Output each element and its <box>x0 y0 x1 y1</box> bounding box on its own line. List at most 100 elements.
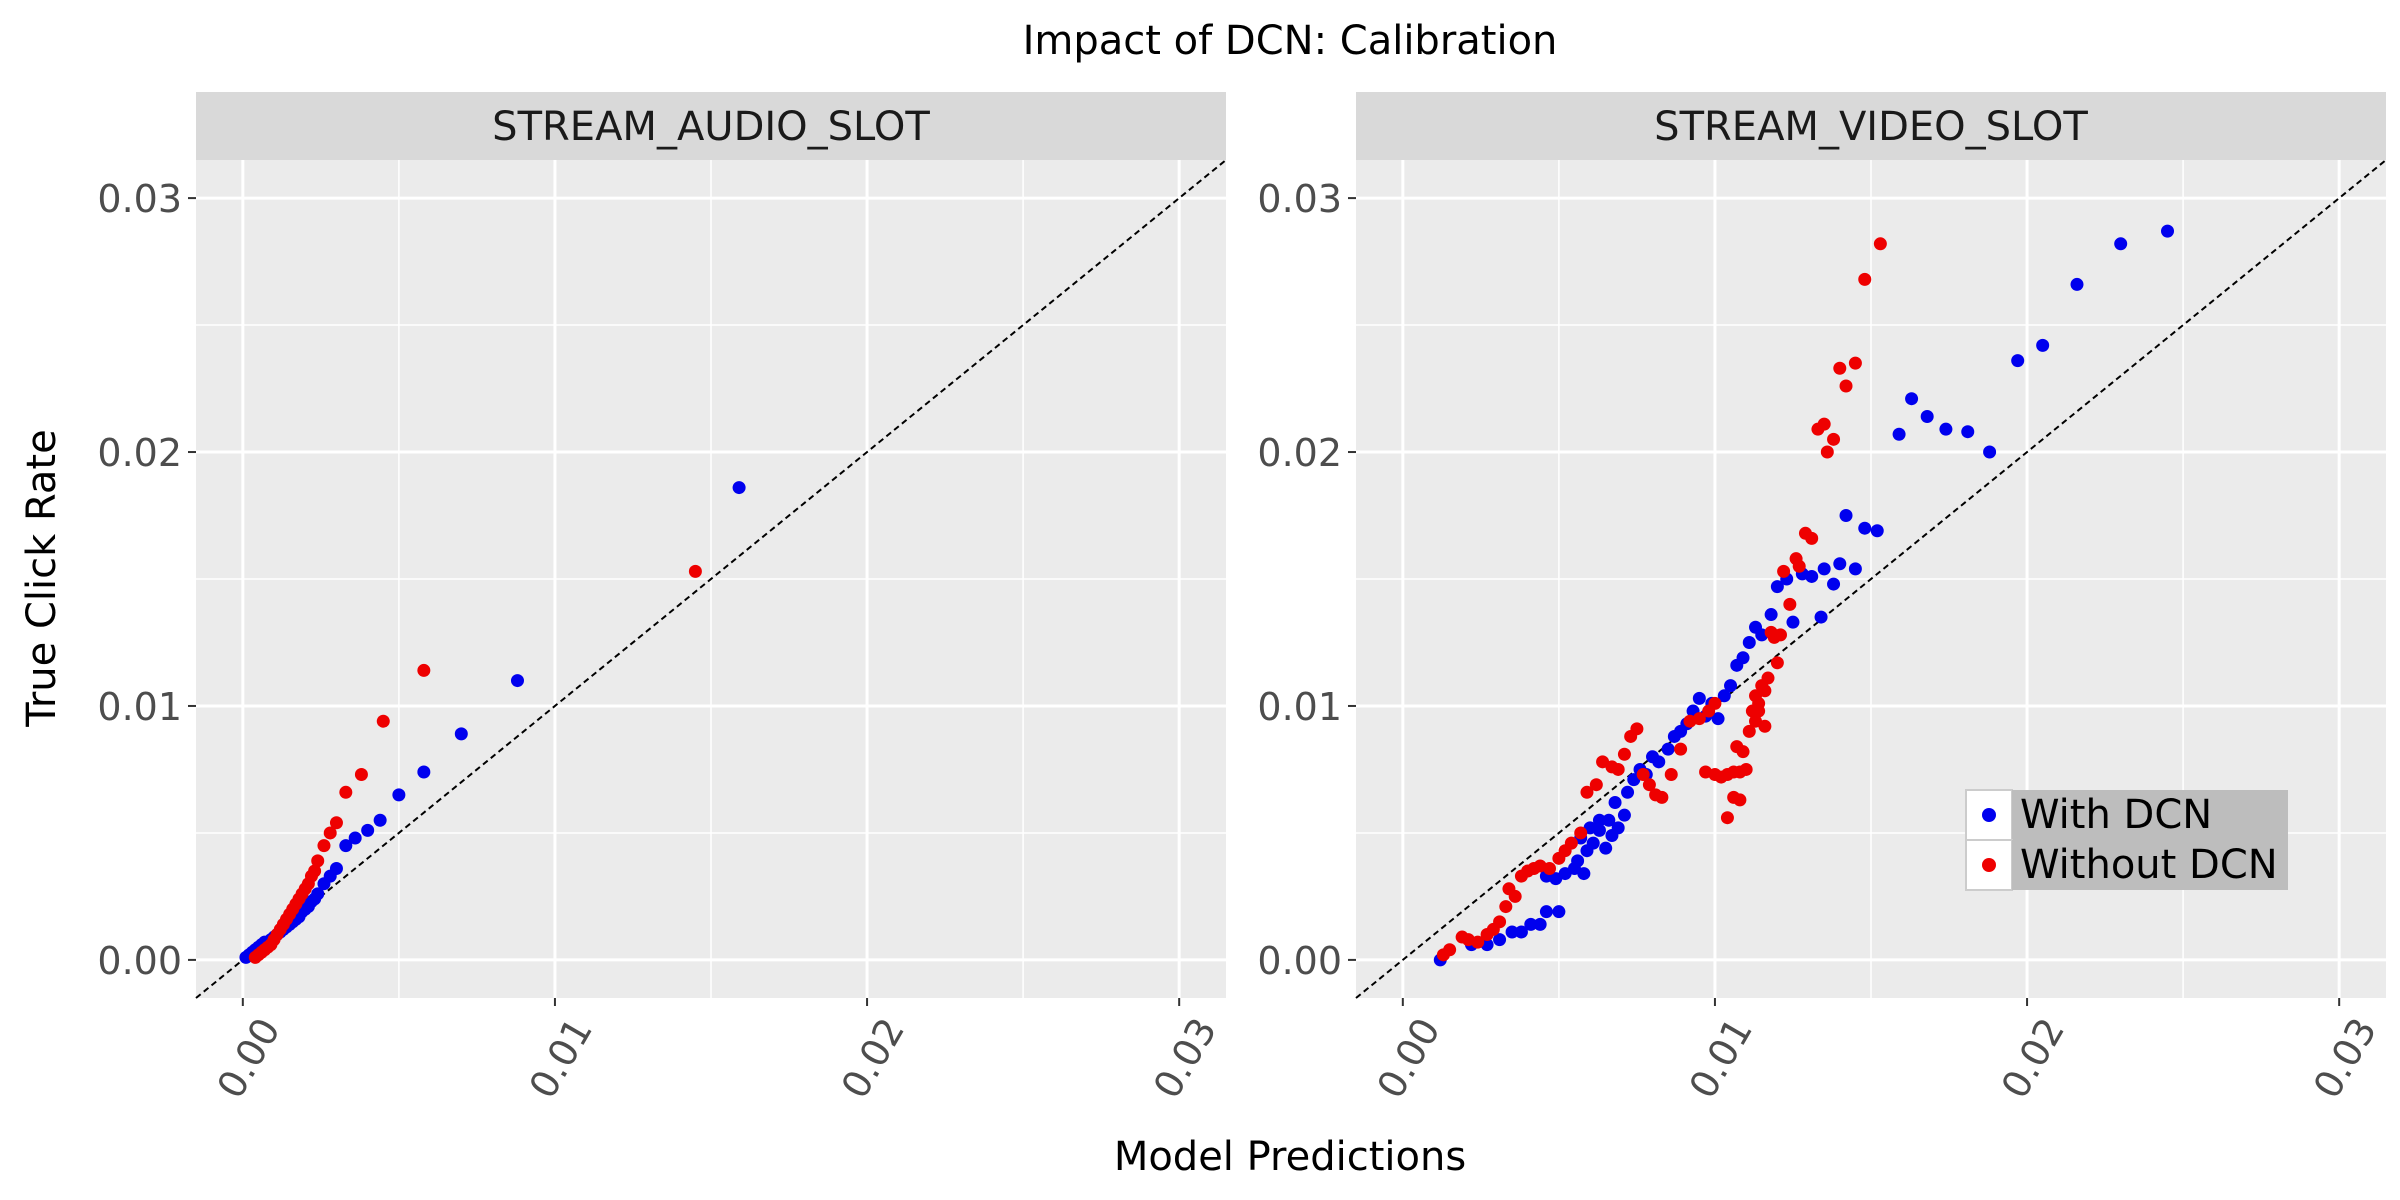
data-point <box>1786 615 1800 629</box>
data-point <box>1792 559 1806 573</box>
data-point <box>373 813 387 827</box>
data-point <box>1827 577 1841 591</box>
facet-strip-label: STREAM_AUDIO_SLOT <box>492 104 930 150</box>
y-tick-label: 0.03 <box>97 177 182 221</box>
data-point <box>329 816 343 830</box>
series-with-dcn <box>1433 224 2175 967</box>
x-tick-label: 0.02 <box>833 1011 913 1106</box>
data-point <box>317 839 331 853</box>
data-point <box>354 768 368 782</box>
data-point <box>1742 724 1756 738</box>
y-tick-label: 0.00 <box>1257 939 1342 983</box>
data-point <box>1777 564 1791 578</box>
y-tick-label: 0.01 <box>97 685 182 729</box>
data-point <box>1652 755 1666 769</box>
data-point <box>1552 905 1566 919</box>
data-point <box>1589 778 1603 792</box>
data-point <box>417 765 431 779</box>
data-point <box>1499 900 1513 914</box>
facet-strip <box>1356 92 2386 160</box>
facet-strip <box>196 92 1226 160</box>
data-point <box>1443 943 1457 957</box>
data-point <box>1739 762 1753 776</box>
data-point <box>1661 742 1675 756</box>
data-point <box>323 826 337 840</box>
x-tick-label: 0.03 <box>1145 1011 1225 1106</box>
data-point <box>1761 671 1775 685</box>
facet-panels: STREAM_AUDIO_SLOT 0.00 0.01 0.02 0.03 0.00 0.0… <box>97 92 2387 1106</box>
reference-line-y-equals-x <box>195 159 1227 999</box>
data-point <box>1611 762 1625 776</box>
data-point <box>1602 813 1616 827</box>
legend-label: Without DCN <box>2020 842 2278 888</box>
facet-panel-audio: STREAM_AUDIO_SLOT 0.00 0.01 0.02 0.03 0.00 0.0… <box>97 92 1227 1106</box>
legend-label-bg <box>2012 840 2288 890</box>
data-point <box>1870 524 1884 538</box>
legend-key-without-dcn <box>1982 858 1996 872</box>
data-point <box>1708 696 1722 710</box>
data-point <box>1617 808 1631 822</box>
data-point <box>2161 224 2175 238</box>
y-tick-label: 0.01 <box>1257 685 1342 729</box>
data-point <box>1621 785 1635 799</box>
reference-line-y-equals-x <box>1355 159 2387 999</box>
data-point <box>1524 917 1538 931</box>
data-point <box>1724 679 1738 693</box>
data-point <box>1892 427 1906 441</box>
y-tick-label: 0.02 <box>97 431 182 475</box>
data-point <box>1599 841 1613 855</box>
data-point <box>1983 445 1997 459</box>
legend-label-bg <box>2012 790 2288 840</box>
data-point <box>1770 580 1784 594</box>
data-point <box>1592 813 1606 827</box>
y-tick-label: 0.03 <box>1257 177 1342 221</box>
data-point <box>1539 905 1553 919</box>
data-point <box>1733 793 1747 807</box>
x-tick-label: 0.01 <box>1681 1011 1761 1106</box>
data-point <box>1508 889 1522 903</box>
data-point <box>1961 425 1975 439</box>
data-point <box>1873 237 1887 251</box>
data-point <box>1839 509 1853 523</box>
data-point <box>1533 917 1547 931</box>
data-point <box>1692 691 1706 705</box>
data-point <box>392 788 406 802</box>
facet-panel-video: STREAM_VIDEO_SLOT 0.00 0.01 0.02 0.03 0.00 0.0… <box>1257 92 2387 1106</box>
data-point <box>1493 915 1507 929</box>
data-point <box>1758 684 1772 698</box>
data-point <box>1833 361 1847 375</box>
data-point <box>417 663 431 677</box>
data-point <box>1773 628 1787 642</box>
facet-strip-label: STREAM_VIDEO_SLOT <box>1654 104 2088 150</box>
data-point <box>1905 392 1919 406</box>
data-point <box>1692 712 1706 726</box>
data-point <box>1571 854 1585 868</box>
x-tick-label: 0.00 <box>1368 1011 1448 1106</box>
data-point <box>308 864 322 878</box>
data-point <box>1736 651 1750 665</box>
data-point <box>688 564 702 578</box>
x-tick-label: 0.03 <box>2305 1011 2385 1106</box>
x-tick-label: 0.02 <box>1993 1011 2073 1106</box>
data-point <box>1820 445 1834 459</box>
y-axis-label: True Click Rate <box>19 429 65 727</box>
data-point <box>1617 747 1631 761</box>
data-point <box>1770 656 1784 670</box>
data-point <box>361 823 375 837</box>
data-point <box>339 785 353 799</box>
data-point <box>1505 925 1519 939</box>
data-point <box>329 861 343 875</box>
data-point <box>1814 610 1828 624</box>
data-point <box>311 887 325 901</box>
data-point <box>1742 635 1756 649</box>
data-point <box>1630 722 1644 736</box>
data-point <box>1717 689 1731 703</box>
data-point <box>1764 608 1778 622</box>
data-point <box>1564 836 1578 850</box>
x-tick-label: 0.00 <box>208 1011 288 1106</box>
y-tick-label: 0.02 <box>1257 431 1342 475</box>
data-point <box>339 839 353 853</box>
data-point <box>1752 704 1766 718</box>
